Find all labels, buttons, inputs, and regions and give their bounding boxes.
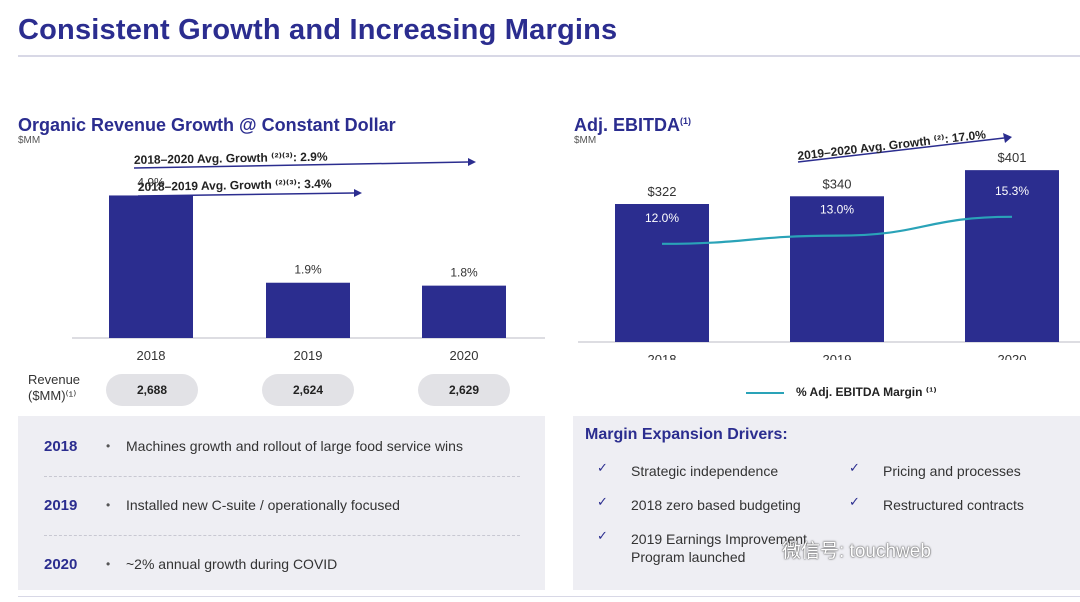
highlight-row: 2018 • Machines growth and rollout of la… <box>44 434 524 458</box>
margin-line <box>661 215 1013 245</box>
driver-item: 2018 zero based budgeting <box>631 497 801 513</box>
annual-highlights-panel: 2018 • Machines growth and rollout of la… <box>18 416 545 590</box>
revenue-growth-title: Organic Revenue Growth @ Constant Dollar <box>18 115 396 135</box>
driver-item-line2: Program launched <box>631 549 746 565</box>
bullet-icon: • <box>106 557 111 571</box>
growth-bar-label: 4.9% <box>137 175 165 189</box>
growth-bar-label: 1.9% <box>294 263 322 277</box>
avg-growth-label-2018-2019: 2018–2019 Avg. Growth ⁽²⁾⁽³⁾: 3.4% <box>138 177 332 194</box>
highlight-year: 2018 <box>44 437 78 455</box>
legend-line-swatch <box>746 392 784 394</box>
highlight-text: ~2% annual growth during COVID <box>126 556 338 572</box>
avg-growth-arrow-2018-2020 <box>133 161 469 169</box>
x-tick-label: 2020 <box>450 348 479 363</box>
ebitda-chart: 2019–2020 Avg. Growth ⁽²⁾: 17.0% $322 201… <box>578 127 1080 360</box>
driver-item: Pricing and processes <box>883 463 1021 479</box>
bullet-icon: • <box>106 439 111 453</box>
x-tick-label: 2018 <box>137 348 166 363</box>
driver-item: Strategic independence <box>631 463 779 479</box>
growth-bar-2020 <box>422 285 506 338</box>
x-tick-label: 2019 <box>294 348 323 363</box>
check-icon: ✓ <box>597 528 608 543</box>
arrow-head-2 <box>354 189 362 197</box>
check-icon: ✓ <box>849 494 860 509</box>
x-tick-label: 2018 <box>648 352 677 360</box>
ebitda-arrow-head <box>1003 133 1012 143</box>
bullet-icon: • <box>106 498 111 512</box>
check-icon: ✓ <box>849 460 860 475</box>
ebitda-title-text: Adj. EBITDA <box>574 115 680 135</box>
growth-bar-2019 <box>266 282 350 338</box>
highlight-row: 2019 • Installed new C-suite / operation… <box>44 493 524 517</box>
x-tick-label: 2019 <box>823 352 852 360</box>
highlight-text: Machines growth and rollout of large foo… <box>126 438 463 454</box>
highlight-year: 2019 <box>44 496 78 514</box>
legend-label: % Adj. EBITDA Margin ⁽¹⁾ <box>796 385 937 399</box>
revenue-growth-chart: 2018–2020 Avg. Growth ⁽²⁾⁽³⁾: 2.9% 2018–… <box>72 150 545 363</box>
avg-growth-label-2018-2020: 2018–2020 Avg. Growth ⁽²⁾⁽³⁾: 2.9% <box>134 150 328 167</box>
bottom-divider <box>18 596 1080 597</box>
arrow-head-1 <box>468 158 476 166</box>
revenue-label-line1: Revenue <box>28 372 81 387</box>
drivers-title: Margin Expansion Drivers: <box>585 426 788 443</box>
ebitda-bar-label: $340 <box>823 176 852 191</box>
driver-item-line1: 2019 Earnings Improvement <box>631 531 807 547</box>
ebitda-bar-2018 <box>615 204 709 342</box>
growth-bar-label: 1.8% <box>450 266 478 280</box>
x-tick-label: 2020 <box>998 352 1027 360</box>
page-title: Consistent Growth and Increasing Margins <box>18 14 618 46</box>
check-icon: ✓ <box>597 460 608 475</box>
revenue-pill-2020: 2,629 <box>418 374 510 406</box>
driver-item: 2019 Earnings Improvement Program launch… <box>631 530 807 566</box>
highlight-year: 2020 <box>44 555 78 573</box>
growth-bar-2018 <box>109 195 193 338</box>
revenue-pill-2018: 2,688 <box>106 374 198 406</box>
revenue-label: Revenue ($MM)⁽¹⁾ <box>28 372 80 404</box>
ebitda-growth-label: 2019–2020 Avg. Growth ⁽²⁾: 17.0% <box>797 127 987 163</box>
ebitda-unit: $MM <box>574 135 597 146</box>
ebitda-bar-2019 <box>790 196 884 342</box>
highlight-text: Installed new C-suite / operationally fo… <box>126 497 400 513</box>
margin-drivers-panel: Margin Expansion Drivers: ✓ Strategic in… <box>573 416 1080 590</box>
margin-label: 15.3% <box>995 184 1029 198</box>
row-divider <box>44 476 520 477</box>
watermark: 微信号: touchweb <box>782 541 931 562</box>
check-icon: ✓ <box>597 494 608 509</box>
revenue-label-line2: ($MM)⁽¹⁾ <box>28 388 77 403</box>
driver-item: Restructured contracts <box>883 497 1024 513</box>
title-divider <box>18 55 1080 57</box>
ebitda-bar-2020 <box>965 170 1059 342</box>
ebitda-title: Adj. EBITDA(1) <box>574 115 691 136</box>
revenue-pill-2019: 2,624 <box>262 374 354 406</box>
ebitda-title-footnote: (1) <box>680 116 691 126</box>
row-divider <box>44 535 520 536</box>
margin-label: 13.0% <box>820 203 854 217</box>
ebitda-bar-label: $322 <box>648 184 677 199</box>
ebitda-growth-arrow <box>797 137 1005 163</box>
highlight-row: 2020 • ~2% annual growth during COVID <box>44 552 524 576</box>
revenue-unit: $MM <box>18 135 41 146</box>
ebitda-bar-label: $401 <box>998 150 1027 165</box>
margin-label: 12.0% <box>645 211 679 225</box>
